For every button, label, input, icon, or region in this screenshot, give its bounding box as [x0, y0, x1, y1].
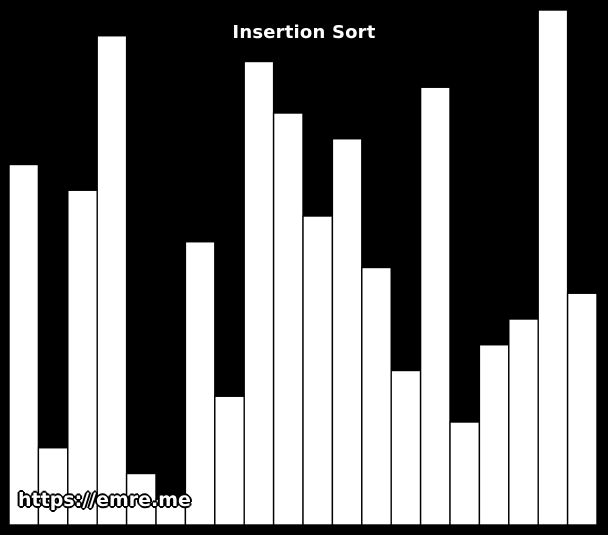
- bar-11: [302, 215, 334, 526]
- bar-6: [155, 498, 187, 526]
- bar-3: [67, 189, 98, 526]
- bar-20: [566, 292, 598, 526]
- watermark-link: https://emre.me: [18, 489, 191, 511]
- bar-1: [8, 163, 40, 526]
- bar-19: [537, 9, 569, 526]
- bar-5: [125, 472, 157, 526]
- bar-10: [272, 112, 304, 526]
- bar-8: [214, 395, 245, 526]
- bar-9: [243, 60, 275, 526]
- bar-15: [419, 86, 451, 526]
- bar-14: [390, 369, 422, 526]
- bar-2: [37, 447, 69, 526]
- page-title: Insertion Sort: [232, 22, 376, 43]
- bar-12: [331, 138, 363, 526]
- bar-13: [361, 266, 392, 526]
- bar-16: [449, 421, 481, 526]
- bar-7: [184, 241, 216, 526]
- bar-18: [508, 318, 539, 526]
- bar-4: [96, 35, 128, 526]
- bar-17: [478, 344, 510, 526]
